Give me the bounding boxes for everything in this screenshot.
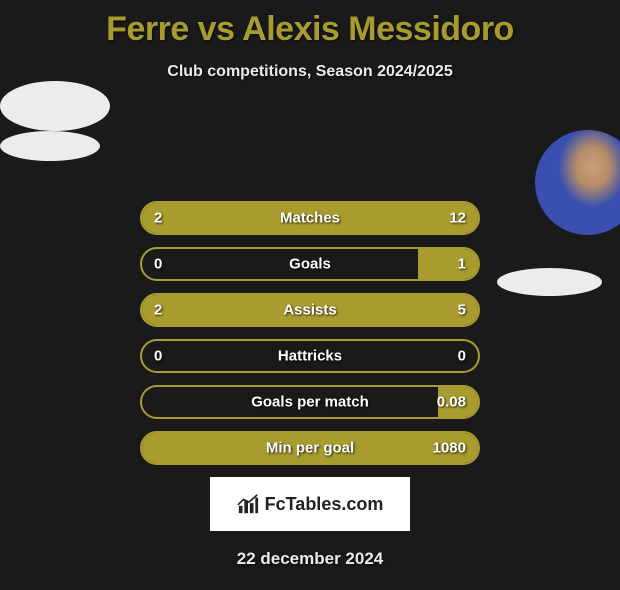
stat-left-value: 0 [154, 256, 162, 273]
stat-row-matches: 2 Matches 12 [140, 201, 480, 235]
stat-row-hattricks: 0 Hattricks 0 [140, 339, 480, 373]
player-left-shadow [0, 131, 100, 161]
stat-label: Goals per match [251, 394, 369, 411]
page-title: Ferre vs Alexis Messidoro [0, 10, 620, 49]
stat-label: Assists [283, 302, 336, 319]
player-left-avatar-placeholder [0, 81, 110, 131]
stat-left-value: 0 [154, 348, 162, 365]
stat-left-value: 2 [154, 210, 162, 227]
stat-row-assists: 2 Assists 5 [140, 293, 480, 327]
stat-right-value: 1080 [433, 440, 466, 457]
stat-row-min-per-goal: Min per goal 1080 [140, 431, 480, 465]
player-right-avatar [535, 130, 620, 235]
stat-label: Matches [280, 210, 340, 227]
date-label: 22 december 2024 [0, 549, 620, 569]
stat-right-value: 0 [458, 348, 466, 365]
stat-right-value: 12 [449, 210, 466, 227]
stat-right-value: 0.08 [437, 394, 466, 411]
bar-chart-icon [237, 493, 259, 515]
subtitle: Club competitions, Season 2024/2025 [0, 63, 620, 81]
player-right-avatar-image [535, 130, 620, 235]
player-right-shadow [497, 268, 602, 296]
brand-text: FcTables.com [265, 494, 384, 515]
stat-left-value: 2 [154, 302, 162, 319]
stat-right-value: 5 [458, 302, 466, 319]
stat-label: Hattricks [278, 348, 342, 365]
stat-row-goals-per-match: Goals per match 0.08 [140, 385, 480, 419]
stat-fill-left [142, 203, 189, 233]
brand-box[interactable]: FcTables.com [210, 477, 410, 531]
stats-container: 2 Matches 12 0 Goals 1 2 Assists 5 0 Hat… [140, 201, 480, 465]
stat-row-goals: 0 Goals 1 [140, 247, 480, 281]
stat-label: Goals [289, 256, 331, 273]
stat-label: Min per goal [266, 440, 354, 457]
stat-fill-right [239, 295, 478, 325]
stat-right-value: 1 [458, 256, 466, 273]
stat-fill-right [418, 249, 478, 279]
